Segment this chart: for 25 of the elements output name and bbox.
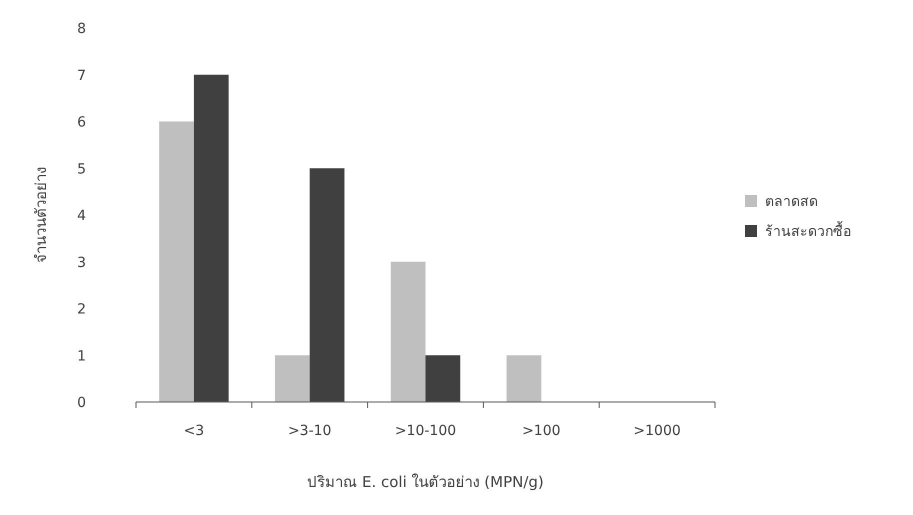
legend-label: ตลาดสด [765,194,818,210]
bar [274,355,310,402]
y-tick-label: 5 [77,161,86,178]
x-axis-title: ปริมาณ E. coli ในตัวอย่าง (MPN/g) [307,473,544,491]
bar [390,262,426,402]
x-tick-label: >100 [522,423,561,439]
x-tick-label: >10-100 [394,423,456,439]
x-tick-label: >1000 [633,423,681,439]
bar [194,74,229,402]
bar [426,355,460,402]
y-tick-label: 7 [77,68,86,84]
y-tick-label: 1 [77,348,86,364]
x-tick-label: >3-10 [288,423,332,439]
y-tick-label: 4 [77,208,86,224]
legend-label: ร้านสะดวกซื้อ [765,221,851,240]
y-axis-title: จำนวนตัวอย่าง [32,167,50,263]
y-tick-label: 0 [77,395,86,411]
y-tick-label: 6 [77,114,86,130]
bar [506,355,542,402]
y-tick-label: 3 [77,254,86,271]
bar [310,168,344,402]
y-tick-label: 2 [77,302,86,318]
y-tick-label: 8 [77,21,86,37]
x-tick-label: <3 [184,423,204,439]
bar [159,122,194,402]
